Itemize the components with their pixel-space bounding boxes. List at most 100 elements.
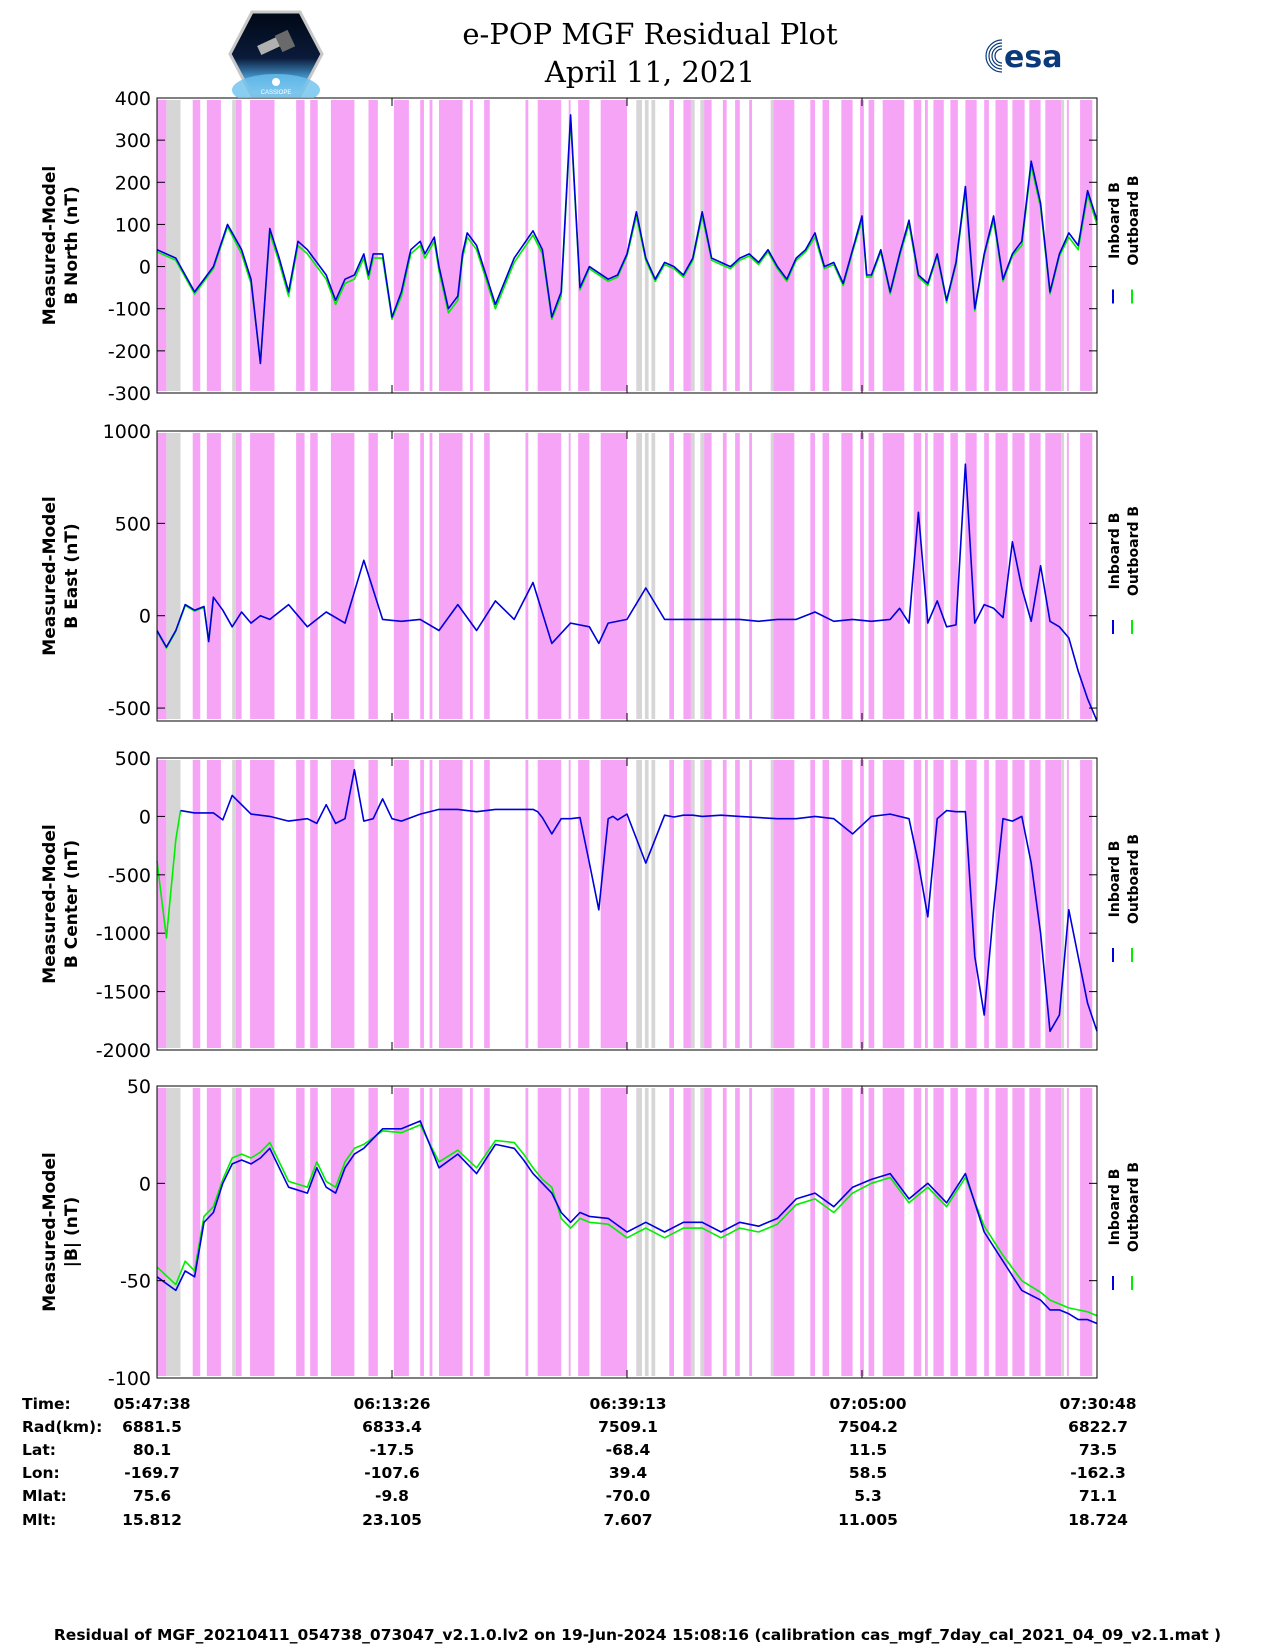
series-line-inboard: [156, 463, 1098, 722]
shade-band-pink: [1080, 1088, 1093, 1376]
shade-band-pink: [1012, 433, 1025, 719]
shade-band-pink: [1012, 760, 1025, 1048]
orbit-cell: -17.5: [369, 1441, 415, 1459]
y-axis-label: Measured-Model |B| (nT): [40, 1152, 82, 1311]
shade-band-pink: [578, 433, 590, 719]
shade-band-pink: [822, 1088, 830, 1376]
shade-band-pink: [749, 100, 753, 391]
orbit-cell: -70.0: [605, 1487, 651, 1505]
series-line-inboard: [156, 114, 1098, 365]
y-tick-label: -50: [120, 1271, 151, 1293]
shade-band-pink: [749, 433, 753, 719]
orbit-cell: 06:39:13: [589, 1395, 667, 1413]
shade-band-pink: [393, 100, 409, 391]
orbit-cell: 05:47:38: [113, 1395, 191, 1413]
shade-band-pink: [868, 760, 875, 1048]
shade-band-pink: [882, 760, 905, 1048]
y-axis-label: Measured-Model B Center (nT): [40, 824, 82, 983]
shade-band-pink: [250, 433, 275, 719]
orbit-row-label: Lat:: [22, 1441, 56, 1459]
shade-band-pink: [810, 100, 815, 391]
legend-entry-outboard: Outboard B: [1126, 834, 1142, 924]
orbit-cell: 5.3: [854, 1487, 882, 1505]
panel-2: -500 0 500 1000 Measured-Model B East (nT) Inb…: [40, 421, 1142, 722]
shade-band-pink: [995, 433, 1008, 719]
shade-band-pink: [735, 433, 740, 719]
shade-band-gray: [636, 433, 643, 719]
shade-band-pink: [525, 1088, 529, 1376]
orbit-cell: 18.724: [1068, 1511, 1128, 1529]
y-tick-label: -500: [108, 698, 151, 720]
legend: Inboard B Outboard B: [1107, 506, 1142, 596]
shade-band-pink: [235, 1088, 242, 1376]
shade-band-gray: [232, 100, 236, 391]
shade-band-pink: [206, 760, 221, 1048]
shade-band-pink: [393, 433, 409, 719]
y-axis-label-line: B East (nT): [62, 523, 82, 628]
y-tick-label: 500: [115, 748, 151, 770]
orbit-row-label: Rad(km):: [22, 1418, 103, 1436]
shade-band-pink: [770, 760, 795, 1048]
panel-1: -300 -200 -100 0 100 200 300 400 Measured-Model B…: [40, 88, 1142, 405]
legend-entry-inboard: Inboard B: [1107, 513, 1123, 590]
shade-band-pink: [368, 100, 378, 391]
y-axis-label: Measured-Model B East (nT): [40, 496, 82, 655]
shade-band-pink: [206, 1088, 221, 1376]
shade-band-pink: [722, 100, 727, 391]
y-tick-label: 500: [115, 513, 151, 535]
shade-band-pink: [420, 760, 424, 1048]
shade-band-gray: [232, 1088, 236, 1376]
orbit-cell: -169.7: [124, 1464, 180, 1482]
shade-band-pink: [429, 760, 433, 1048]
shade-band-pink: [860, 433, 864, 719]
shade-band-pink: [882, 100, 905, 391]
shade-band-pink: [860, 760, 864, 1048]
shade-band-gray: [770, 760, 774, 1048]
shade-band-pink: [965, 100, 977, 391]
y-axis-label-line: Measured-Model: [40, 1152, 60, 1311]
shade-band-pink: [722, 433, 727, 719]
orbit-cell: 6822.7: [1068, 1418, 1128, 1436]
shade-band-pink: [192, 760, 201, 1048]
shade-band-gray: [166, 433, 181, 719]
orbit-cell: 23.105: [362, 1511, 422, 1529]
shade-band-pink: [950, 100, 958, 391]
shade-band-pink: [368, 433, 378, 719]
shade-band-pink: [484, 760, 490, 1048]
shade-band-gray: [651, 760, 656, 1048]
shade-band-pink: [484, 100, 490, 391]
orbit-cell: -68.4: [605, 1441, 651, 1459]
shade-band-pink: [157, 1088, 167, 1376]
shade-band-pink: [600, 760, 627, 1048]
shade-band-pink: [704, 433, 712, 719]
y-axis-label-line: Measured-Model: [40, 166, 60, 325]
shade-band-pink: [669, 1088, 674, 1376]
shade-band-pink: [704, 1088, 712, 1376]
shade-band-pink: [429, 1088, 433, 1376]
shade-band-pink: [484, 433, 490, 719]
panel-3: -2000 -1500 -1000 -500 0 500 Measured-Model B C…: [40, 748, 1142, 1062]
shade-band-pink: [770, 1088, 795, 1376]
orbit-cell: 06:13:26: [353, 1395, 431, 1413]
shade-band-pink: [841, 433, 853, 719]
shade-band-pink: [578, 100, 590, 391]
shade-band-pink: [749, 760, 753, 1048]
shade-band-pink: [1029, 433, 1041, 719]
shade-band-pink: [924, 1088, 928, 1376]
shade-band-pink: [537, 1088, 562, 1376]
shade-band-pink: [683, 433, 691, 719]
shade-band-pink: [470, 760, 473, 1048]
shade-band-pink: [368, 760, 378, 1048]
y-tick-label: -2000: [96, 1040, 151, 1062]
shade-band-pink: [439, 100, 463, 391]
orbit-cell: 7.607: [603, 1511, 653, 1529]
shade-band-pink: [913, 100, 922, 391]
orbit-row-label: Mlat:: [22, 1487, 67, 1505]
shade-band-pink: [933, 760, 944, 1048]
orbit-cell: 7504.2: [838, 1418, 898, 1436]
shade-band-pink: [1080, 760, 1093, 1048]
shade-band-gray: [700, 760, 705, 1048]
shade-band-pink: [882, 1088, 905, 1376]
legend-entry-outboard: Outboard B: [1126, 506, 1142, 596]
shade-band-pink: [1066, 1088, 1069, 1376]
